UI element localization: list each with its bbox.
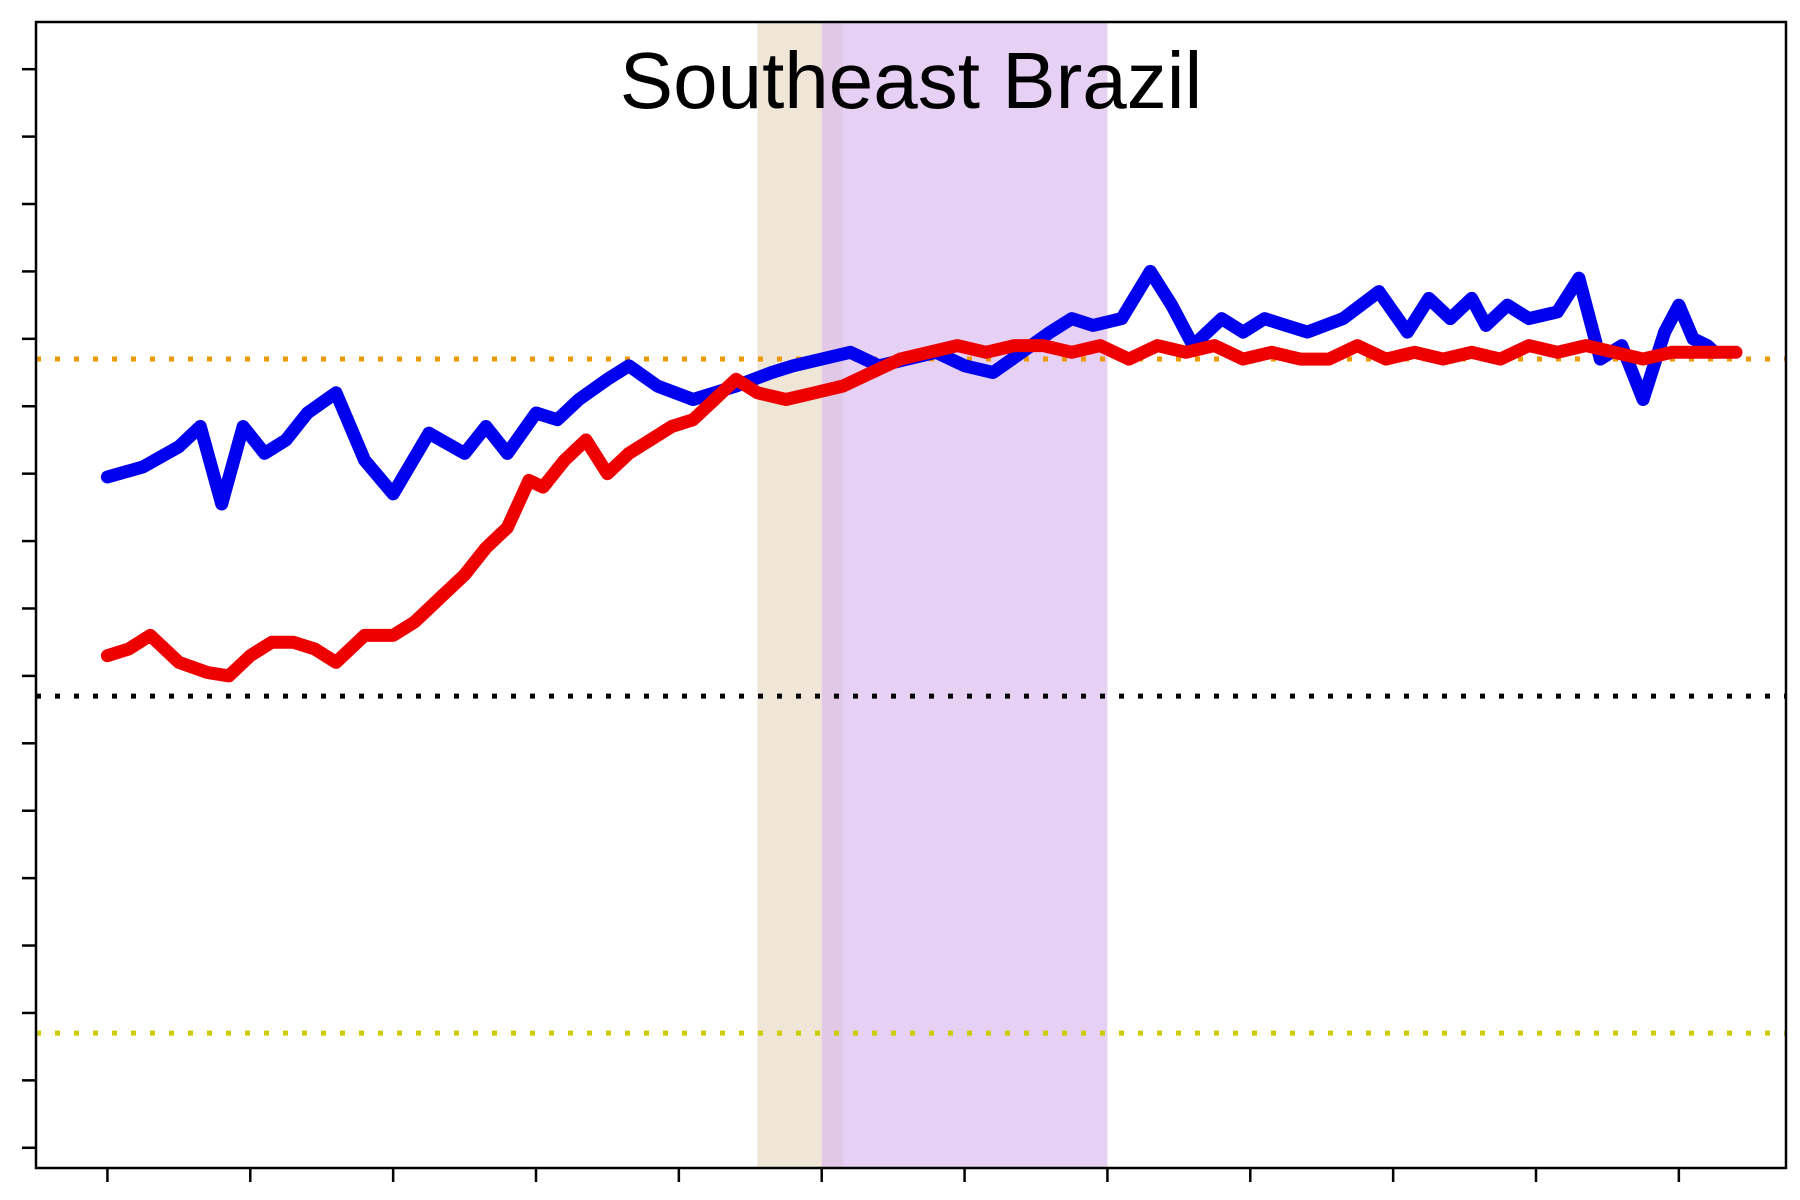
shaded-regions bbox=[757, 22, 1108, 1168]
chart-title: Southeast Brazil bbox=[620, 36, 1203, 125]
series-line-2 bbox=[100, 339, 1743, 683]
series-line-1 bbox=[100, 264, 1722, 511]
plot-frame bbox=[34, 20, 1788, 1170]
x-axis-ticks bbox=[106, 1168, 1681, 1182]
y-axis-ticks bbox=[22, 67, 36, 1150]
shaded-region-2 bbox=[821, 22, 1108, 1168]
series-lines bbox=[100, 264, 1743, 683]
